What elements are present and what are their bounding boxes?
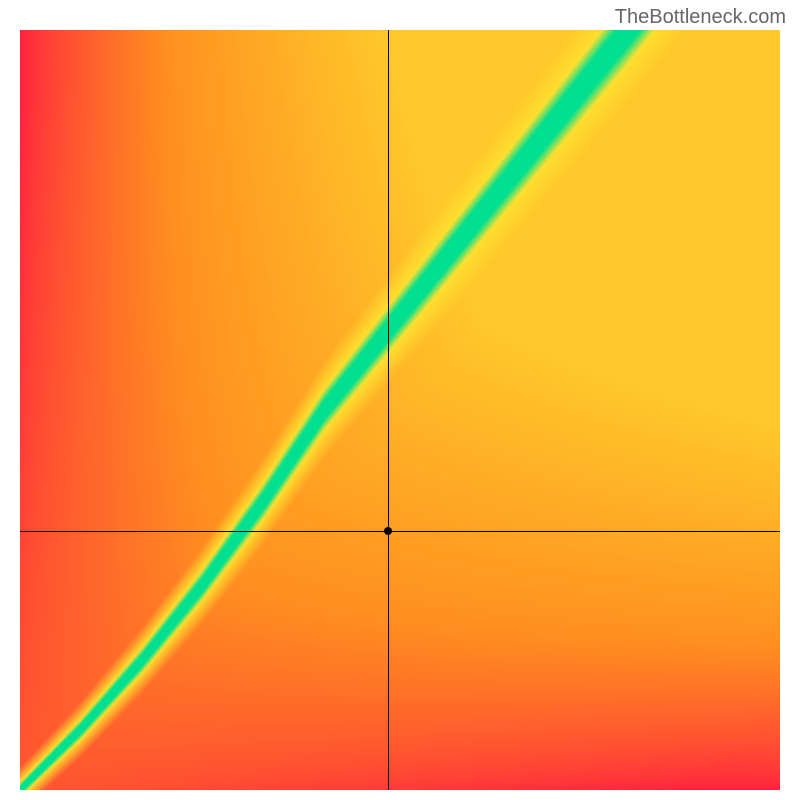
chart-container: TheBottleneck.com <box>0 0 800 800</box>
heatmap-plot <box>20 30 780 790</box>
marker-dot <box>384 527 392 535</box>
crosshair-vertical <box>388 30 389 790</box>
heatmap-canvas <box>20 30 780 790</box>
crosshair-horizontal <box>20 531 780 532</box>
watermark-text: TheBottleneck.com <box>615 6 786 29</box>
